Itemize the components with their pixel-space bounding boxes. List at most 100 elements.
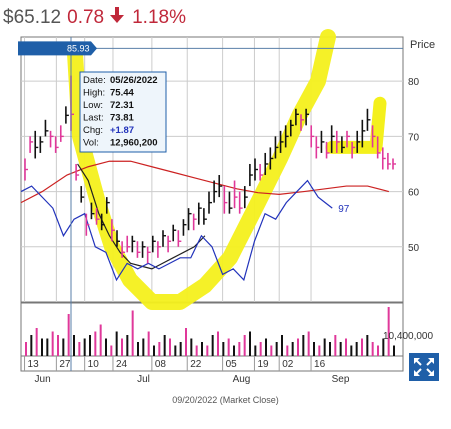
volume-bar <box>163 335 166 356</box>
volume-bar <box>153 345 155 356</box>
price-bar <box>269 147 274 170</box>
volume-bar <box>62 338 65 356</box>
tooltip-label: Low: <box>83 100 103 111</box>
market-close-footer: 09/20/2022 (Market Close) <box>172 395 279 405</box>
volume-bar <box>41 338 43 356</box>
month-label: Aug <box>233 374 251 385</box>
volume-bar <box>339 342 342 356</box>
price-bar <box>192 213 197 231</box>
volume-bar <box>270 345 273 356</box>
volume-bar <box>78 342 81 356</box>
price-bar <box>341 136 345 153</box>
crosshair-price-flag <box>18 41 97 56</box>
price-bar <box>254 158 258 181</box>
price-bar <box>228 191 233 214</box>
volume-scale-label: 10,400,000 <box>383 331 433 342</box>
series-line-1 <box>20 160 390 204</box>
price-bar <box>65 106 69 124</box>
volume-bar <box>318 345 321 356</box>
price-bar <box>300 114 304 131</box>
price-bar <box>325 141 330 159</box>
price-bar <box>346 130 350 148</box>
series-line-2 <box>77 163 206 270</box>
price-bar <box>111 219 115 242</box>
price-bars <box>24 75 396 264</box>
volume-bar <box>222 342 225 356</box>
price-bar <box>371 125 376 148</box>
price-bar <box>59 125 64 142</box>
tooltip-label: Vol: <box>83 138 99 149</box>
volume-bar <box>323 338 326 356</box>
volume-bar <box>329 342 331 356</box>
volume-bar <box>243 335 246 356</box>
price-axis-title: Price <box>410 39 435 51</box>
volume-bar <box>249 331 251 356</box>
price-bar <box>376 136 381 159</box>
price-bar <box>136 241 141 258</box>
date-tick-label: 13 <box>28 359 40 370</box>
price-bar <box>126 235 131 253</box>
tooltip-value: +1.87 <box>110 125 134 136</box>
price-bar <box>335 130 340 153</box>
date-tick-label: 05 <box>226 359 238 370</box>
volume-bar <box>195 345 198 356</box>
tooltip-value: 12,960,200 <box>110 138 158 149</box>
volume-bar <box>179 342 182 356</box>
volume-bar <box>355 342 358 356</box>
volume-bar <box>67 314 70 356</box>
volume-bar <box>233 345 235 356</box>
volume-bar <box>83 338 86 356</box>
price-bar <box>381 147 386 170</box>
price-bar <box>356 130 361 153</box>
price-bar <box>387 152 391 170</box>
price-bar <box>85 213 90 236</box>
volume-bar <box>291 342 294 356</box>
price-bar <box>131 235 136 253</box>
tooltip-label: High: <box>83 88 105 99</box>
date-tick-label: 16 <box>314 359 326 370</box>
price-bar <box>284 125 289 148</box>
price-bar <box>95 208 100 225</box>
volume-bar <box>131 310 134 356</box>
price-tick-label: 70 <box>408 132 420 143</box>
volume-bar <box>147 331 150 356</box>
price-bar <box>105 197 110 214</box>
price-bar <box>187 208 192 231</box>
price-bar <box>208 191 212 214</box>
price-bar <box>274 136 279 159</box>
volume-bar <box>297 338 299 356</box>
price-bar <box>75 163 80 181</box>
axes: Price 97 10,400,000 <box>338 39 435 342</box>
price-bar <box>146 246 151 264</box>
volume-bar <box>89 335 91 356</box>
expand-arrows-icon[interactable] <box>409 353 439 381</box>
volume-bar <box>126 335 129 356</box>
price-bar <box>243 186 248 209</box>
volume-bar <box>254 345 257 356</box>
price-bar <box>279 130 284 153</box>
month-label: Sep <box>332 374 350 385</box>
price-bar <box>177 230 182 247</box>
volume-bar <box>382 338 385 356</box>
volume-bar <box>73 335 75 356</box>
volume-bar <box>190 338 193 356</box>
volume-bar <box>313 342 315 356</box>
price-bar <box>49 130 54 148</box>
price-bar <box>238 191 243 214</box>
volume-bar <box>238 342 241 356</box>
volume-bar <box>46 338 49 356</box>
volume-bar <box>393 345 395 356</box>
volume-bar <box>206 345 209 356</box>
volume-bar <box>25 342 27 356</box>
price-bar <box>116 230 120 247</box>
month-label: Jun <box>35 374 51 385</box>
volume-bar <box>371 342 374 356</box>
price-bar <box>305 108 310 126</box>
tooltip-value: 75.44 <box>110 88 134 99</box>
volume-bar <box>105 338 107 356</box>
price-bar <box>162 230 166 247</box>
volume-bar <box>110 345 113 356</box>
volume-bar <box>121 338 123 356</box>
tooltip-value: 72.31 <box>110 100 134 111</box>
stock-chart[interactable]: 50 60 70 80 13 27 10 24 08 22 05 19 02 16 Jun Jul Aug Sep… <box>0 0 451 390</box>
